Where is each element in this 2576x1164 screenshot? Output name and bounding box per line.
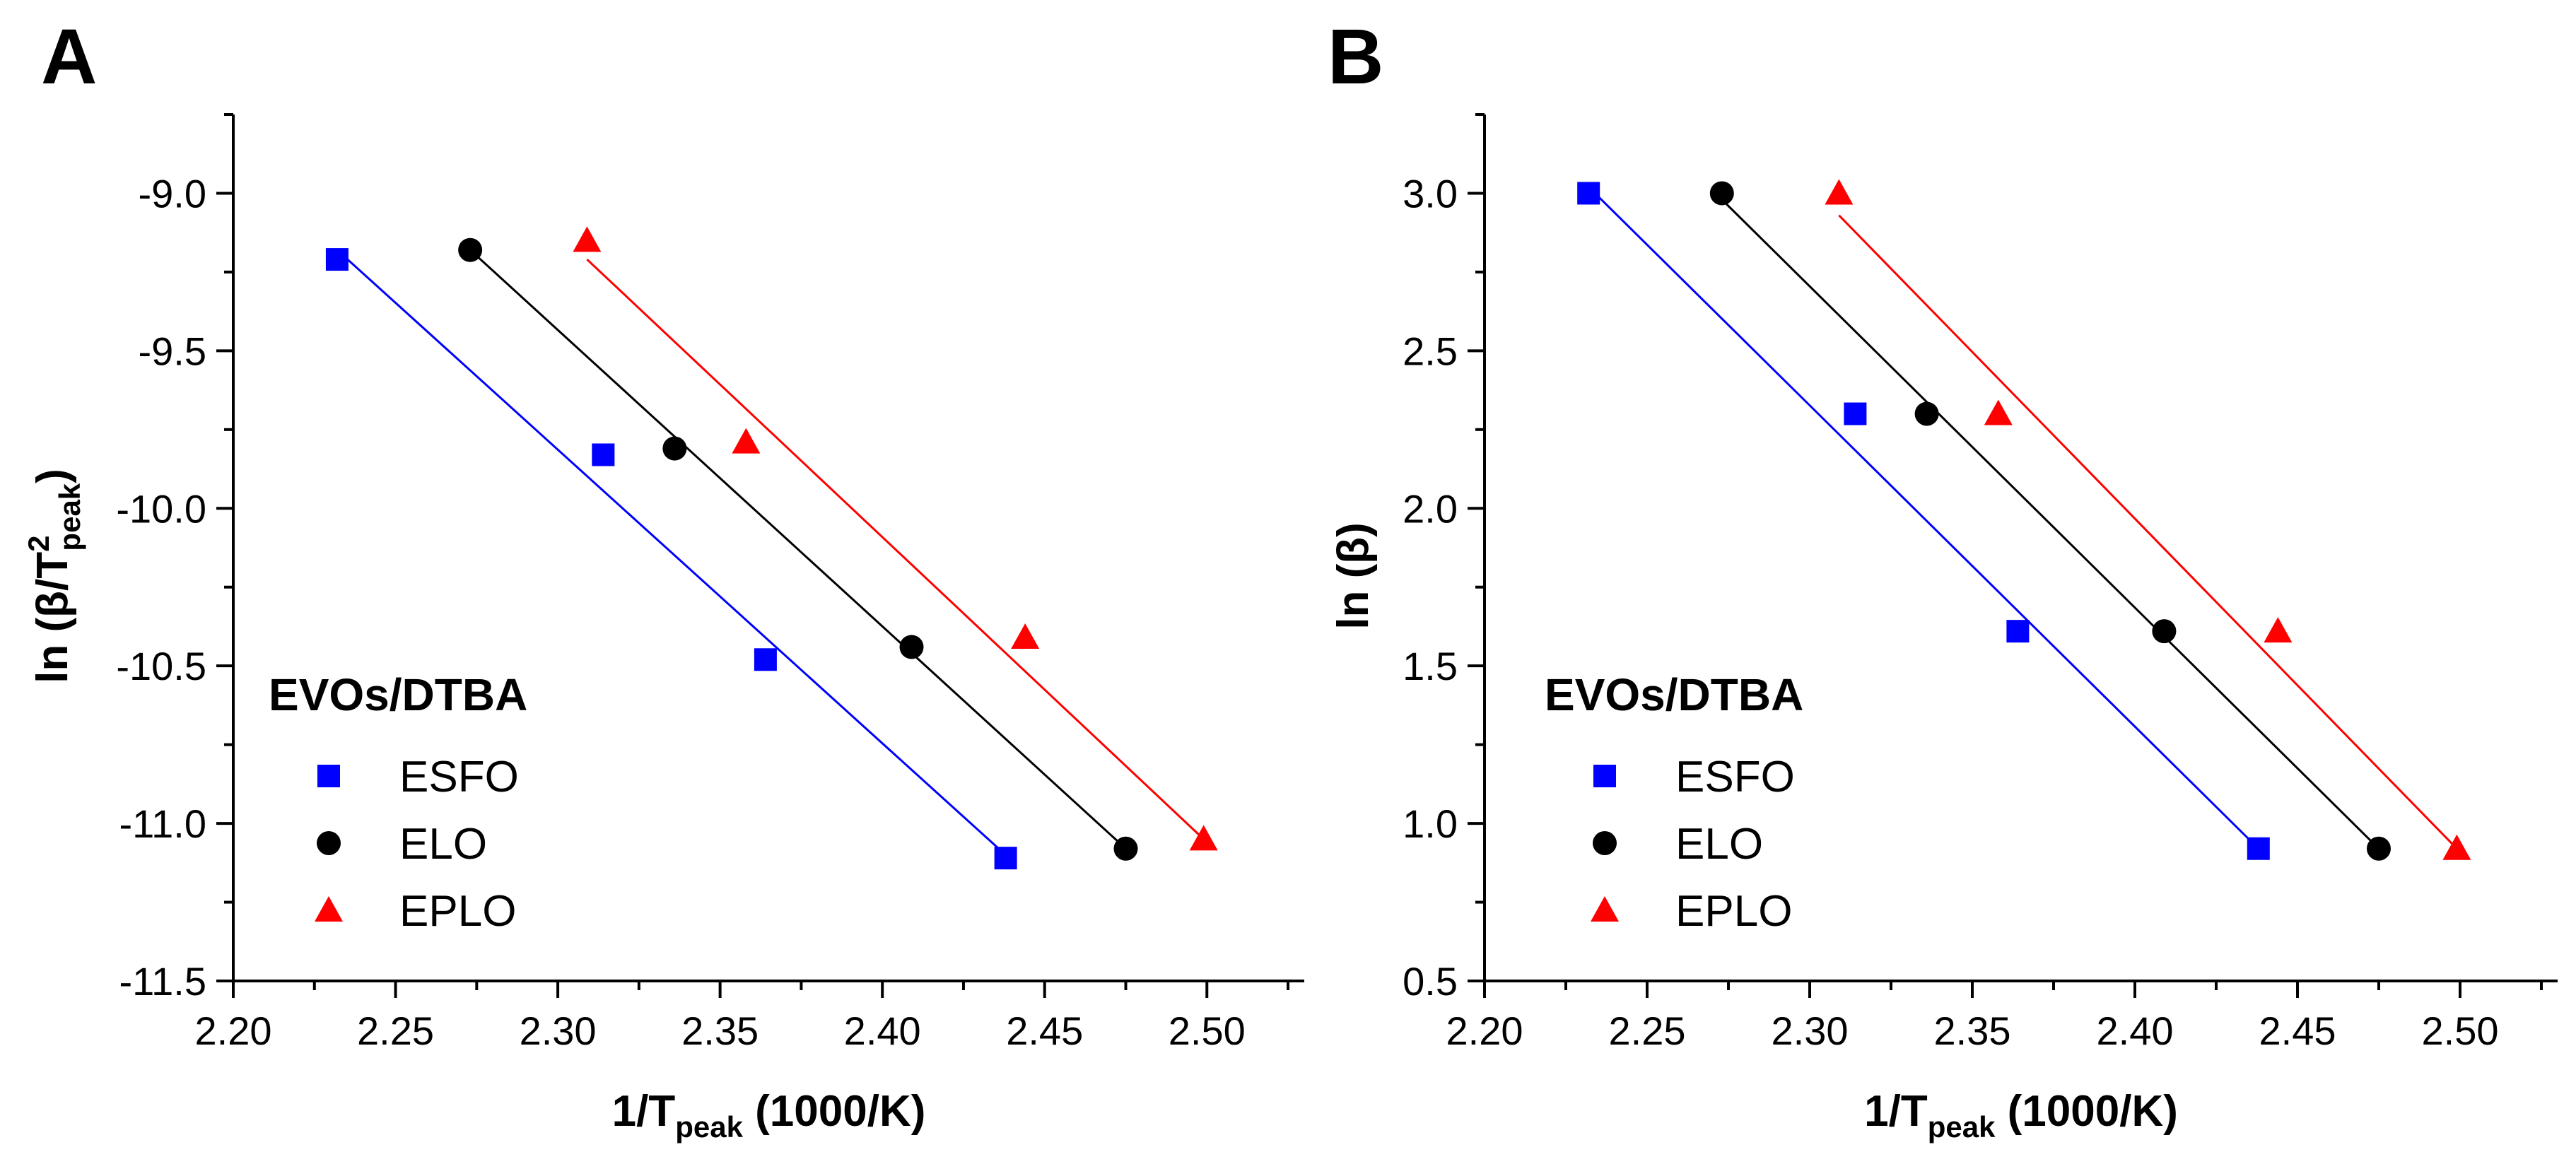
point-elo xyxy=(2367,836,2391,861)
x-tick-label: 2.30 xyxy=(520,1009,597,1053)
legend-marker-esfo xyxy=(1593,765,1616,787)
panel-a: A 2.20 2.25 2.30 2.35 2.40 2.45 2.50 -9.0 -9.5 -10… xyxy=(22,13,1304,1144)
y-tick-label: -10.0 xyxy=(116,486,206,531)
legend-marker-esfo xyxy=(317,765,340,787)
point-elo xyxy=(458,237,483,262)
x-tick-label: 2.45 xyxy=(2259,1009,2336,1053)
point-esfo xyxy=(592,443,615,466)
legend-label-esfo: ESFO xyxy=(1675,753,1795,801)
legend-label-elo: ELO xyxy=(1675,820,1763,869)
point-eplo xyxy=(1984,399,2013,425)
x-tick-label: 2.30 xyxy=(1772,1009,1849,1053)
legend-marker-elo xyxy=(1593,831,1617,855)
point-esfo xyxy=(2247,837,2270,860)
fit-line-elo xyxy=(469,249,1127,850)
point-eplo xyxy=(732,428,761,454)
x-tick-label: 2.35 xyxy=(1934,1009,2011,1053)
y-tick-label: -9.0 xyxy=(139,171,207,216)
y-tick-label: 0.5 xyxy=(1403,959,1458,1004)
x-tick-label: 2.20 xyxy=(1446,1009,1523,1053)
fit-line-elo xyxy=(1721,199,2380,850)
point-eplo xyxy=(1189,825,1218,851)
x-tick-label: 2.25 xyxy=(1609,1009,1686,1053)
point-esfo xyxy=(1577,182,1600,205)
legend-marker-eplo xyxy=(1591,896,1619,922)
point-eplo xyxy=(573,226,602,252)
legend-label-elo: ELO xyxy=(399,820,487,869)
y-tick-label: 3.0 xyxy=(1403,171,1458,216)
legend-label-eplo: EPLO xyxy=(1675,887,1792,936)
x-tick-label: 2.45 xyxy=(1006,1009,1083,1053)
x-tick-label: 2.40 xyxy=(2097,1009,2174,1053)
point-esfo xyxy=(2006,620,2030,643)
fit-line-eplo xyxy=(1838,214,2458,850)
point-elo xyxy=(2152,619,2177,644)
y-tick-label: -11.0 xyxy=(119,801,206,846)
legend-marker-elo xyxy=(317,831,341,855)
y-axis-title: ln (β/T2peak) xyxy=(22,469,86,683)
x-tick-label: 2.40 xyxy=(844,1009,921,1053)
point-eplo xyxy=(2442,834,2471,860)
point-esfo xyxy=(994,847,1017,870)
point-esfo xyxy=(1844,402,1867,425)
legend-title: EVOs/DTBA xyxy=(269,669,527,720)
y-tick-label: 1.0 xyxy=(1403,801,1458,846)
panel-b: B 2.20 2.25 2.30 2.35 2.40 2.45 2.50 3.0 2.5 2.0 1.… xyxy=(1328,13,2558,1144)
point-eplo xyxy=(1825,179,1854,205)
x-tick-label: 2.50 xyxy=(2422,1009,2499,1053)
y-tick-label: 2.5 xyxy=(1403,329,1458,373)
y-tick-label: -10.5 xyxy=(116,644,206,688)
x-axis-title: 1/Tpeak (1000/K) xyxy=(1864,1087,2178,1144)
x-tick-label: 2.35 xyxy=(681,1009,759,1053)
point-esfo xyxy=(325,248,349,271)
x-axis-title: 1/Tpeak (1000/K) xyxy=(612,1087,926,1144)
point-esfo xyxy=(754,648,777,671)
legend-title: EVOs/DTBA xyxy=(1545,669,1803,720)
fit-line-esfo xyxy=(1588,186,2259,850)
y-tick-label: -11.5 xyxy=(119,959,206,1004)
point-elo xyxy=(899,635,924,659)
y-tick-label: 1.5 xyxy=(1403,644,1458,688)
panel-letter: A xyxy=(41,13,97,100)
y-axis-title: ln (β) xyxy=(1329,522,1378,629)
point-eplo xyxy=(2264,617,2293,643)
point-elo xyxy=(1709,181,1734,206)
point-eplo xyxy=(1011,623,1040,649)
y-tick-label: -9.5 xyxy=(139,329,207,373)
y-tick-label: 2.0 xyxy=(1403,486,1458,531)
legend-label-esfo: ESFO xyxy=(399,753,519,801)
point-elo xyxy=(1113,836,1138,861)
x-tick-label: 2.20 xyxy=(195,1009,272,1053)
legend-label-eplo: EPLO xyxy=(399,887,516,936)
point-elo xyxy=(662,436,687,461)
panel-letter: B xyxy=(1328,13,1383,100)
x-tick-label: 2.50 xyxy=(1169,1009,1246,1053)
fit-line-eplo xyxy=(586,258,1205,840)
legend-marker-eplo xyxy=(315,896,343,922)
x-tick-label: 2.25 xyxy=(357,1009,434,1053)
point-elo xyxy=(1914,401,1939,426)
fit-line-esfo xyxy=(336,249,1007,856)
